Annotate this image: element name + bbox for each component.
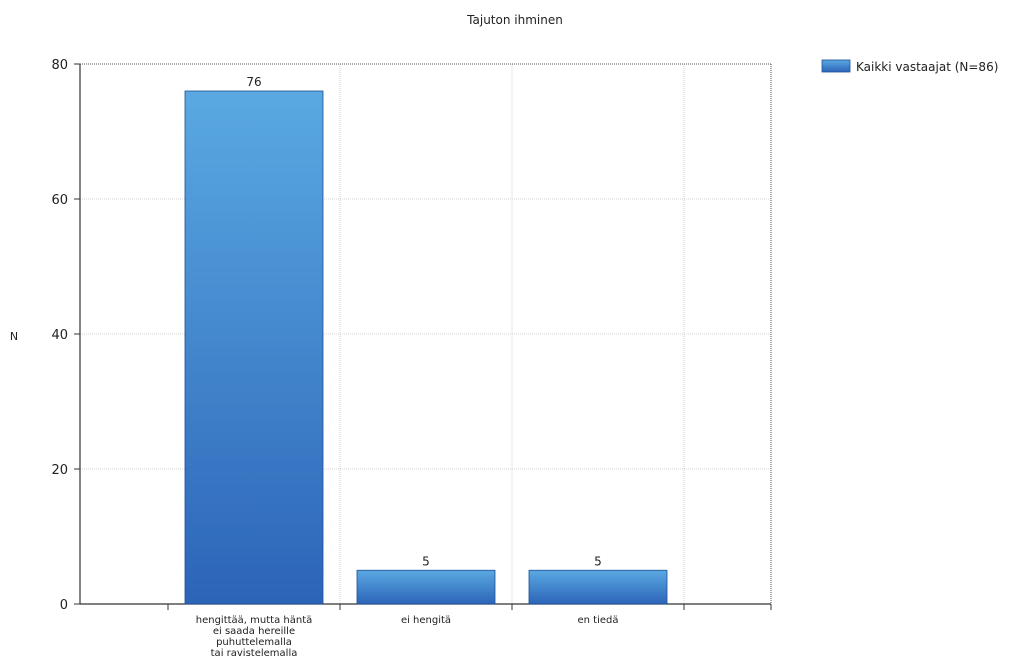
legend-label: Kaikki vastaajat (N=86) — [856, 60, 998, 74]
y-axis-label: N — [10, 330, 18, 343]
bar — [184, 90, 324, 605]
category-label: ei saada hereille — [213, 626, 295, 637]
category-label: hengittää, mutta häntä — [196, 615, 313, 626]
y-tick-label: 60 — [51, 193, 68, 208]
y-tick-label: 0 — [60, 598, 68, 613]
y-tick-label: 40 — [51, 328, 68, 343]
legend: Kaikki vastaajat (N=86) — [821, 59, 998, 74]
grid — [80, 63, 771, 604]
category-label: ei hengitä — [401, 615, 451, 626]
category-label: en tiedä — [578, 615, 619, 626]
bars — [184, 90, 668, 605]
bar-value-label: 5 — [422, 554, 430, 568]
category-label: puhuttelemalla — [216, 637, 292, 648]
data-labels: 76 5 5 — [246, 75, 601, 568]
y-tick-label: 20 — [51, 463, 68, 478]
axes: 0 20 40 60 80 — [51, 58, 772, 613]
y-tick-label: 80 — [51, 58, 68, 73]
bar-value-label: 76 — [246, 75, 261, 89]
category-label: tai ravistelemalla — [211, 648, 298, 659]
bar — [356, 569, 496, 605]
legend-swatch — [821, 59, 851, 73]
bar-value-label: 5 — [594, 554, 602, 568]
bar — [528, 569, 668, 605]
chart-title: Tajuton ihminen — [466, 13, 563, 27]
